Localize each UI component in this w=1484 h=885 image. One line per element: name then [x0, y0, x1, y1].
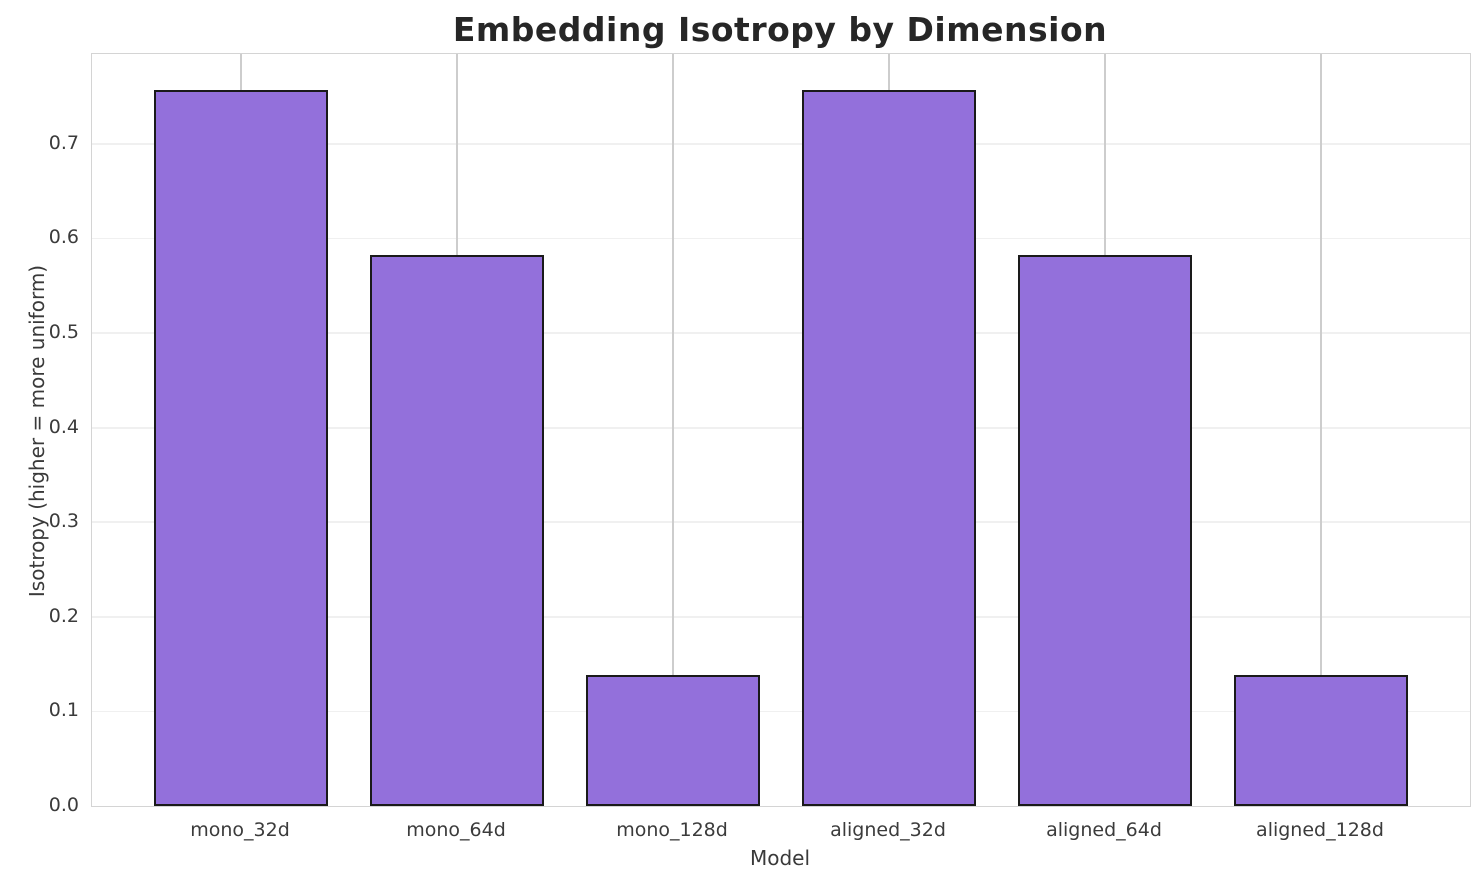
y-tick-label: 0.2 — [48, 604, 79, 627]
y-tick-label: 0.0 — [48, 794, 79, 816]
gridline-vertical — [1320, 54, 1322, 806]
x-tick-label: aligned_32d — [830, 819, 946, 841]
gridline-horizontal — [92, 142, 1470, 145]
y-tick-label: 0.5 — [48, 321, 79, 344]
x-axis-label: Model — [749, 846, 811, 870]
plot-area — [91, 53, 1471, 807]
x-tick-label: mono_64d — [406, 819, 506, 841]
gridline-vertical — [672, 54, 674, 806]
bar — [1234, 675, 1408, 806]
chart-title: Embedding Isotropy by Dimension — [452, 10, 1108, 49]
bar — [1018, 254, 1192, 806]
gridline-horizontal — [92, 615, 1470, 618]
bar — [154, 89, 328, 806]
x-tick-label: mono_128d — [616, 819, 728, 841]
gridline-horizontal — [92, 237, 1470, 240]
bar — [370, 254, 544, 806]
y-tick-label: 0.4 — [48, 415, 79, 438]
gridline-horizontal — [92, 332, 1470, 334]
y-tick-label: 0.6 — [48, 226, 79, 249]
y-tick-label: 0.3 — [48, 510, 79, 533]
y-tick-label: 0.1 — [48, 699, 79, 722]
x-tick-label: aligned_64d — [1046, 819, 1162, 841]
bar — [802, 89, 976, 806]
gridline-horizontal — [92, 426, 1470, 429]
bar — [586, 675, 760, 806]
gridline-horizontal — [92, 710, 1470, 713]
y-tick-label: 0.7 — [48, 131, 79, 154]
x-tick-label: aligned_128d — [1256, 819, 1384, 841]
gridline-horizontal — [92, 521, 1470, 524]
x-tick-label: mono_32d — [190, 819, 290, 841]
